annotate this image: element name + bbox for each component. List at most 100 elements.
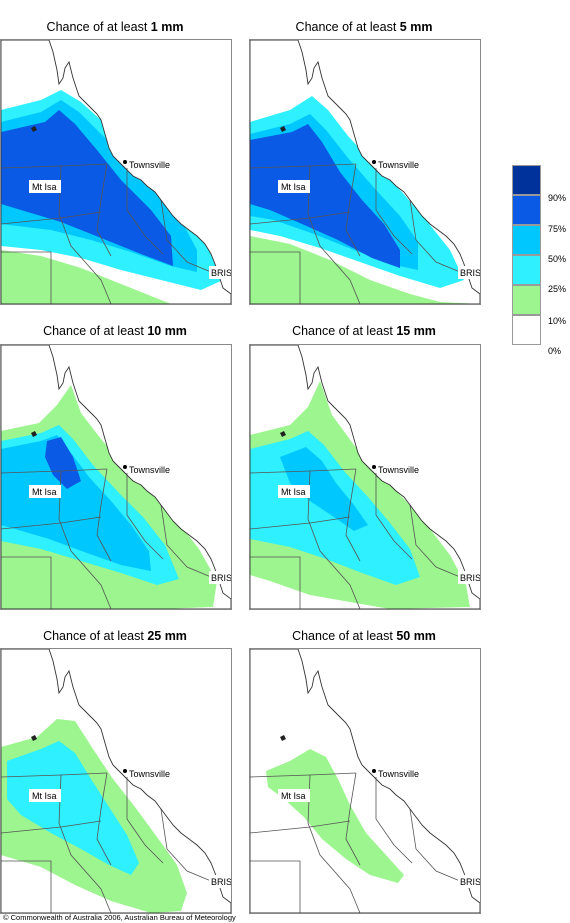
panel-title-10mm: Chance of at least 10 mm xyxy=(0,324,230,338)
district-boundary xyxy=(1,211,102,225)
map-25mm: Townsville Mt Isa BRIS xyxy=(0,648,232,914)
mt-isa-label: Mt Isa xyxy=(32,182,57,192)
rain-probability-fill xyxy=(1,719,187,913)
townsville-label: Townsville xyxy=(378,465,419,475)
district-boundary xyxy=(160,808,212,882)
copyright-notice: © Commonwealth of Australia 2006, Austra… xyxy=(3,913,236,922)
legend-swatch-75 xyxy=(512,195,541,225)
legend-label-50: 50% xyxy=(548,254,567,264)
map-10mm: Townsville Mt Isa BRIS xyxy=(0,344,232,610)
townsville-label: Townsville xyxy=(129,160,170,170)
townsville-marker xyxy=(372,465,376,469)
district-boundary xyxy=(307,165,361,304)
mt-isa-label-bg xyxy=(29,180,61,193)
mt-isa-label: Mt Isa xyxy=(281,487,306,497)
panel-title-15mm: Chance of at least 15 mm xyxy=(249,324,479,338)
mt-isa-label-bg xyxy=(278,789,310,802)
probability-band-p50 xyxy=(280,447,368,531)
state-border xyxy=(250,860,301,913)
district-boundary xyxy=(375,168,413,255)
district-boundary xyxy=(307,470,361,609)
island xyxy=(280,735,286,741)
island xyxy=(31,735,37,741)
district-boundary xyxy=(58,165,112,304)
brisbane-label-bg xyxy=(458,571,480,584)
title-prefix: Chance of at least xyxy=(43,324,148,338)
state-border xyxy=(1,860,52,913)
probability-band-p10 xyxy=(266,749,404,883)
title-amount: 5 mm xyxy=(399,20,433,34)
rain-probability-fill xyxy=(250,96,480,304)
mt-isa-label: Mt Isa xyxy=(32,487,57,497)
townsville-marker xyxy=(123,465,127,469)
mt-isa-label: Mt Isa xyxy=(281,791,306,801)
townsville-label: Townsville xyxy=(129,769,170,779)
brisbane-label: BRIS xyxy=(211,877,231,887)
title-amount: 10 mm xyxy=(147,324,187,338)
brisbane-label: BRIS xyxy=(211,268,231,278)
brisbane-label-bg xyxy=(458,266,480,279)
district-boundary xyxy=(96,163,112,257)
island xyxy=(280,126,286,132)
mt-isa-label: Mt Isa xyxy=(281,182,306,192)
district-boundary xyxy=(409,808,461,882)
legend-swatch-0 xyxy=(512,315,541,345)
legend-label-75: 75% xyxy=(548,224,567,234)
coastline xyxy=(250,345,480,609)
legend-label-90: 90% xyxy=(548,193,567,203)
legend-swatch-50 xyxy=(512,225,541,255)
coastline xyxy=(250,40,480,304)
legend-label-10: 10% xyxy=(548,316,567,326)
title-prefix: Chance of at least xyxy=(292,324,397,338)
brisbane-label: BRIS xyxy=(211,573,231,583)
district-boundary xyxy=(96,772,112,866)
district-boundary xyxy=(345,163,361,257)
district-boundary xyxy=(126,168,164,255)
panel-title-50mm: Chance of at least 50 mm xyxy=(249,629,479,643)
district-boundary xyxy=(375,777,413,864)
panel-title-1mm: Chance of at least 1 mm xyxy=(0,20,230,34)
island xyxy=(31,431,37,437)
map-5mm: Townsville Mt Isa BRIS xyxy=(249,39,481,305)
brisbane-label-bg xyxy=(458,875,480,888)
brisbane-label-bg xyxy=(209,875,231,888)
brisbane-label-bg xyxy=(209,571,231,584)
legend-swatch-25 xyxy=(512,255,541,285)
district-boundary xyxy=(250,820,351,834)
title-prefix: Chance of at least xyxy=(43,629,148,643)
coastline xyxy=(1,345,231,609)
state-border xyxy=(1,556,52,609)
townsville-marker xyxy=(123,769,127,773)
map-1mm: Townsville Mt Isa BRIS xyxy=(0,39,232,305)
rain-probability-fill xyxy=(1,385,217,609)
state-border xyxy=(250,556,301,609)
district-boundary xyxy=(409,199,461,273)
coastline xyxy=(1,649,231,913)
brisbane-label-bg xyxy=(209,266,231,279)
district-boundary xyxy=(126,473,164,560)
island xyxy=(31,126,37,132)
district-boundary xyxy=(375,473,413,560)
legend-label-25: 25% xyxy=(548,284,567,294)
district-boundary xyxy=(250,516,351,530)
map-15mm: Townsville Mt Isa BRIS xyxy=(249,344,481,610)
legend-swatch-90 xyxy=(512,165,541,195)
district-boundary xyxy=(345,772,361,866)
townsville-label: Townsville xyxy=(378,769,419,779)
probability-band-p75 xyxy=(250,124,400,268)
title-prefix: Chance of at least xyxy=(295,20,400,34)
map-50mm: Townsville Mt Isa BRIS xyxy=(249,648,481,914)
mt-isa-label-bg xyxy=(278,485,310,498)
townsville-label: Townsville xyxy=(378,160,419,170)
district-boundary xyxy=(58,470,112,609)
district-boundary xyxy=(409,504,461,578)
title-amount: 1 mm xyxy=(150,20,184,34)
state-border xyxy=(250,251,301,304)
coastline xyxy=(1,40,231,304)
mt-isa-label-bg xyxy=(278,180,310,193)
probability-band-p10 xyxy=(1,250,171,304)
land-area xyxy=(250,649,480,913)
mt-isa-label: Mt Isa xyxy=(32,791,57,801)
legend-label-0: 0% xyxy=(548,346,562,356)
townsville-label: Townsville xyxy=(129,465,170,475)
